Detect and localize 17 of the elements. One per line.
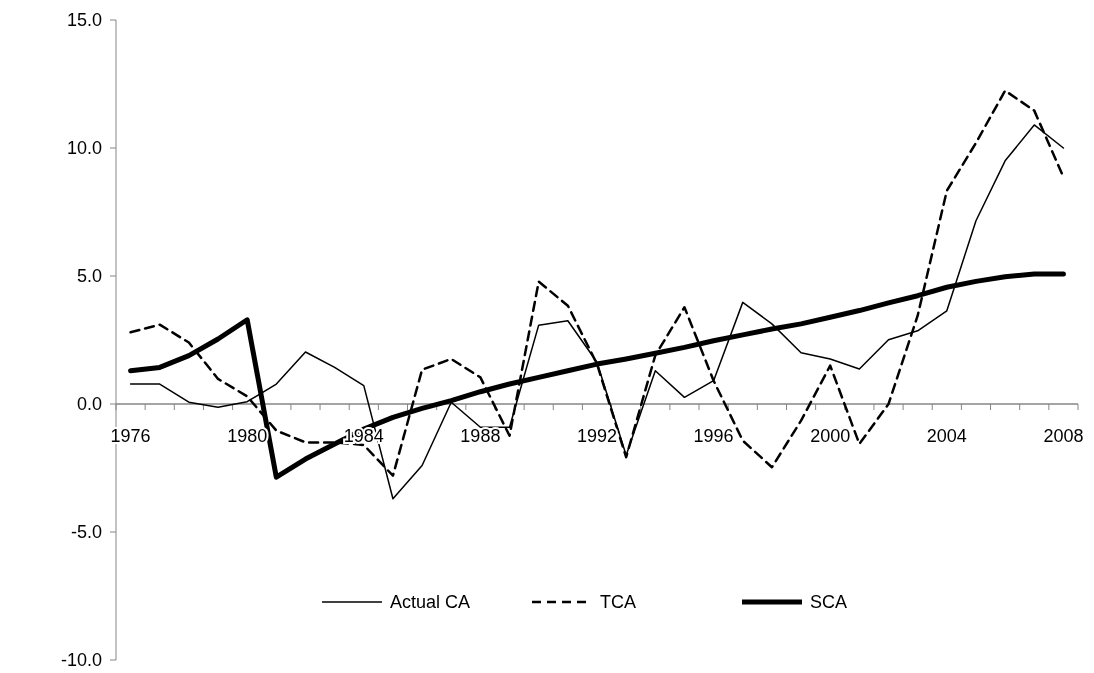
legend-label: TCA bbox=[600, 592, 636, 613]
x-tick-label: 1992 bbox=[576, 426, 618, 446]
x-tick-label: 2004 bbox=[926, 426, 967, 446]
legend-label: Actual CA bbox=[390, 592, 471, 613]
y-tick-label: -5.0 bbox=[70, 522, 102, 543]
legend-label: SCA bbox=[810, 592, 848, 613]
x-tick-label: 2008 bbox=[1043, 426, 1084, 446]
y-tick-label: 10.0 bbox=[66, 138, 102, 159]
y-tick-label: 15.0 bbox=[66, 10, 102, 31]
y-tick-label: -10.0 bbox=[60, 650, 102, 671]
x-tick-label: 1980 bbox=[227, 426, 268, 446]
y-tick-label: 0.0 bbox=[76, 394, 102, 415]
x-tick-label: 2000 bbox=[810, 426, 851, 446]
x-tick-label: 1976 bbox=[110, 426, 151, 446]
x-tick-label: 1996 bbox=[693, 426, 734, 446]
x-tick-label: 1988 bbox=[460, 426, 501, 446]
y-tick-label: 5.0 bbox=[76, 266, 102, 287]
